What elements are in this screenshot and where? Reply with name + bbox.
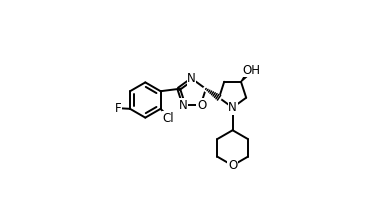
- Text: O: O: [228, 159, 237, 172]
- Text: OH: OH: [243, 63, 261, 77]
- Text: N: N: [187, 72, 196, 85]
- Text: N: N: [179, 99, 188, 112]
- Text: Cl: Cl: [162, 112, 174, 124]
- Text: F: F: [115, 102, 121, 115]
- Text: N: N: [228, 101, 237, 114]
- Polygon shape: [241, 72, 250, 82]
- Text: O: O: [197, 99, 206, 112]
